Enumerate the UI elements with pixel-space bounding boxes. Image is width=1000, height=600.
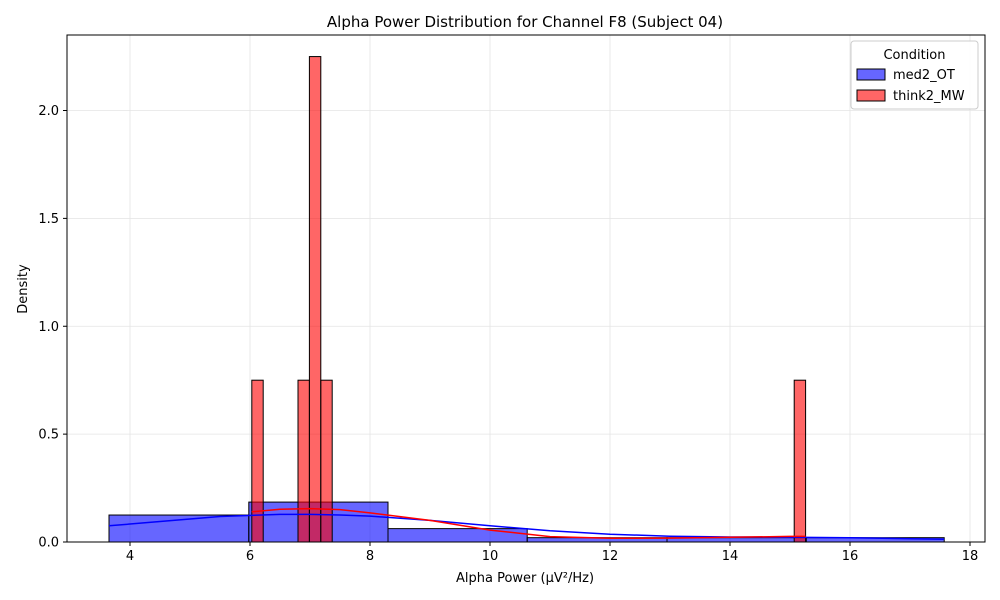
x-axis-ticks: 4 6 8 10 12 14 16 18 xyxy=(126,542,978,564)
y-tick-label: 1.5 xyxy=(38,212,59,227)
histogram-bar xyxy=(108,514,250,543)
y-tick-label: 1.0 xyxy=(38,320,59,335)
y-axis-ticks: 0.0 0.5 1.0 1.5 2.0 xyxy=(38,104,67,551)
y-tick-label: 0.0 xyxy=(38,536,59,551)
chart-title: Alpha Power Distribution for Channel F8 … xyxy=(327,13,723,31)
y-tick-label: 2.0 xyxy=(38,104,59,119)
bars-layer xyxy=(108,56,945,543)
x-tick-label: 8 xyxy=(366,549,374,564)
kde-layer xyxy=(108,507,945,540)
plot-frame xyxy=(66,34,986,543)
x-tick-label: 6 xyxy=(246,549,254,564)
legend-title: Condition xyxy=(883,48,945,63)
legend-swatch xyxy=(856,68,886,81)
x-tick-label: 4 xyxy=(126,549,134,564)
kde-line xyxy=(251,507,806,540)
x-tick-label: 14 xyxy=(722,549,739,564)
x-tick-label: 16 xyxy=(842,549,859,564)
y-axis-label: Density xyxy=(16,264,31,314)
x-tick-label: 18 xyxy=(962,549,979,564)
legend-swatch xyxy=(856,89,886,102)
legend-label: think2_MW xyxy=(893,89,965,104)
histogram-bar xyxy=(297,379,310,543)
histogram-bar xyxy=(320,379,333,543)
legend-label: med2_OT xyxy=(893,68,955,83)
x-tick-label: 10 xyxy=(482,549,499,564)
x-tick-label: 12 xyxy=(602,549,619,564)
histogram-bar xyxy=(251,379,264,543)
y-tick-label: 0.5 xyxy=(38,428,59,443)
kde-line xyxy=(108,513,945,540)
histogram-bar xyxy=(387,528,528,543)
histogram-bar xyxy=(793,379,807,543)
legend: Condition med2_OT think2_MW xyxy=(850,40,979,110)
x-axis-label: Alpha Power (µV²/Hz) xyxy=(456,571,594,586)
histogram-bar xyxy=(308,56,322,543)
